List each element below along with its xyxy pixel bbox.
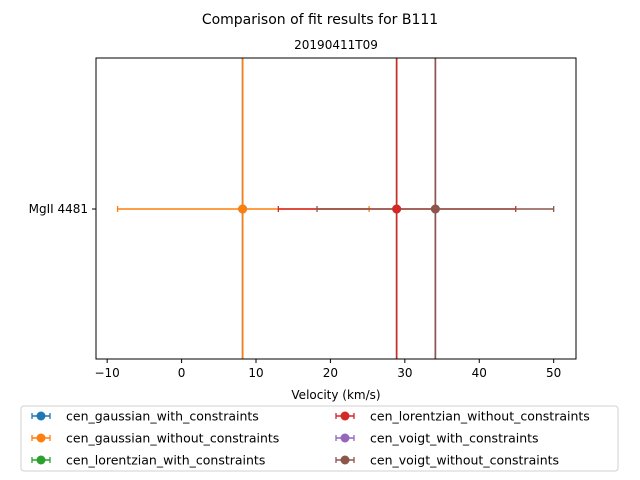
legend-item: cen_voigt_without_constraints xyxy=(335,453,559,468)
legend-item: cen_gaussian_with_constraints xyxy=(31,409,259,424)
legend-box xyxy=(20,405,619,472)
legend-marker xyxy=(36,455,46,465)
axis-ticks: −10 0 10 20 30 40 50 MgII 4481 xyxy=(29,202,562,380)
legend-marker xyxy=(340,455,350,465)
x-tick-label: 10 xyxy=(248,366,263,380)
data-point xyxy=(430,204,440,214)
legend-marker xyxy=(36,411,46,421)
legend-label: cen_lorentzian_with_constraints xyxy=(66,453,265,468)
data-point xyxy=(392,204,402,214)
x-tick-label: 30 xyxy=(397,366,412,380)
x-tick-label: 40 xyxy=(472,366,487,380)
legend-item: cen_lorentzian_without_constraints xyxy=(335,409,590,424)
chart-subtitle: 20190411T09 xyxy=(294,38,378,52)
legend-label: cen_voigt_with_constraints xyxy=(370,431,539,446)
legend-label: cen_lorentzian_without_constraints xyxy=(370,409,590,424)
legend: cen_gaussian_with_constraints cen_gaussia… xyxy=(20,405,619,472)
x-tick-label: −10 xyxy=(94,366,119,380)
plot-area xyxy=(116,58,555,359)
data-point xyxy=(238,204,248,214)
y-tick-label: MgII 4481 xyxy=(29,202,88,216)
x-tick-label: 0 xyxy=(178,366,186,380)
legend-item: cen_lorentzian_with_constraints xyxy=(31,453,265,468)
x-axis-label: Velocity (km/s) xyxy=(291,388,380,402)
chart-title: Comparison of fit results for B111 xyxy=(202,12,438,28)
x-tick-label: 20 xyxy=(323,366,338,380)
legend-marker xyxy=(340,411,350,421)
legend-marker xyxy=(36,433,46,443)
legend-label: cen_gaussian_without_constraints xyxy=(66,431,279,446)
legend-label: cen_voigt_without_constraints xyxy=(370,453,559,468)
legend-item: cen_voigt_with_constraints xyxy=(335,431,539,446)
x-tick-label: 50 xyxy=(546,366,561,380)
legend-label: cen_gaussian_with_constraints xyxy=(66,409,259,424)
legend-item: cen_gaussian_without_constraints xyxy=(31,431,279,446)
legend-marker xyxy=(340,433,350,443)
